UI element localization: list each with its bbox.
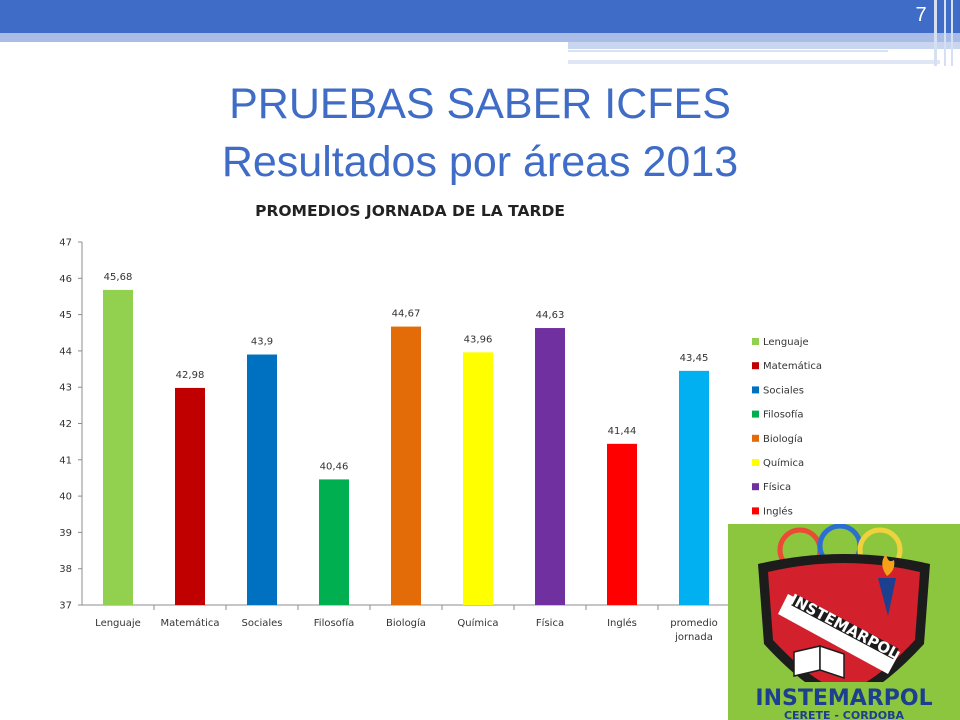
chart-title: PROMEDIOS JORNADA DE LA TARDE <box>255 202 565 220</box>
header-stripe <box>568 42 960 49</box>
legend-swatch <box>752 459 759 466</box>
legend-swatch <box>752 386 759 394</box>
y-tick-label: 40 <box>59 492 72 503</box>
y-tick-label: 39 <box>59 528 72 539</box>
y-tick-label: 37 <box>59 601 72 612</box>
bar <box>607 443 637 605</box>
legend-swatch <box>752 507 759 515</box>
bar <box>319 479 349 605</box>
data-label: 45,68 <box>104 272 133 283</box>
y-tick-label: 44 <box>59 346 72 357</box>
bar <box>535 328 565 605</box>
legend-swatch <box>752 410 759 418</box>
logo-name: INSTEMARPOL <box>755 686 932 711</box>
y-tick-label: 38 <box>59 564 72 575</box>
x-tick-label: Física <box>536 617 564 629</box>
bar <box>463 352 493 605</box>
legend-item: Filosofía <box>763 409 803 421</box>
bar <box>103 289 133 605</box>
legend-swatch <box>752 483 759 491</box>
data-label: 44,67 <box>392 309 421 320</box>
legend-item: Química <box>763 457 804 469</box>
header-vline <box>951 0 953 66</box>
legend-item: Inglés <box>763 505 793 517</box>
data-label: 43,45 <box>680 353 709 364</box>
data-label: 42,98 <box>176 370 205 381</box>
data-label: 40,46 <box>320 461 349 472</box>
legend-item: Biología <box>763 433 803 445</box>
data-label: 44,63 <box>536 310 565 321</box>
header-stripe <box>568 60 940 64</box>
x-tick-label-line: promedio <box>670 618 718 629</box>
bar <box>247 354 277 605</box>
slide-title: PRUEBAS SABER ICFES <box>229 80 731 128</box>
x-tick-label: Filosofía <box>314 617 354 629</box>
bar <box>391 326 421 605</box>
x-tick-label: Matemática <box>160 617 219 629</box>
data-label: 43,96 <box>464 334 493 345</box>
data-label: 41,44 <box>608 426 637 437</box>
x-tick-label: Lenguaje <box>95 618 141 629</box>
header-vline <box>944 0 946 66</box>
x-tick-label: Biología <box>386 617 426 629</box>
bar <box>679 370 709 605</box>
legend-item: Lenguaje <box>763 337 809 348</box>
legend-item: Matemática <box>763 360 822 372</box>
slide-number: 7 <box>915 4 927 26</box>
data-label: 43,9 <box>251 337 273 348</box>
legend-swatch <box>752 434 759 442</box>
logo-place: CERETE - CORDOBA <box>784 709 905 720</box>
y-tick-label: 43 <box>59 383 72 394</box>
legend-item: Sociales <box>763 385 804 396</box>
y-tick-label: 47 <box>59 238 72 249</box>
x-tick-label: Sociales <box>241 618 282 629</box>
header-stripe <box>568 50 888 52</box>
y-tick-label: 42 <box>59 419 72 430</box>
x-tick-label: Química <box>457 617 498 629</box>
bar <box>175 387 205 605</box>
x-tick-label: Inglés <box>607 617 637 629</box>
slide-header-bar <box>0 0 960 33</box>
y-tick-label: 41 <box>59 455 72 466</box>
slide-subtitle: Resultados por áreas 2013 <box>221 138 739 186</box>
header-vline <box>934 0 937 66</box>
legend-swatch <box>752 338 759 345</box>
x-tick-label: promedio jornada <box>670 618 718 643</box>
y-tick-label: 46 <box>59 274 72 285</box>
y-tick-label: 45 <box>59 310 72 321</box>
header-stripe <box>0 33 960 42</box>
instemarpol-logo: INSTEMARPOL INSTEMARPOL CERETE - CORDOBA <box>728 524 960 720</box>
legend-item: Física <box>763 481 791 493</box>
x-tick-label-line: jornada <box>674 632 713 643</box>
legend-swatch <box>752 362 759 370</box>
